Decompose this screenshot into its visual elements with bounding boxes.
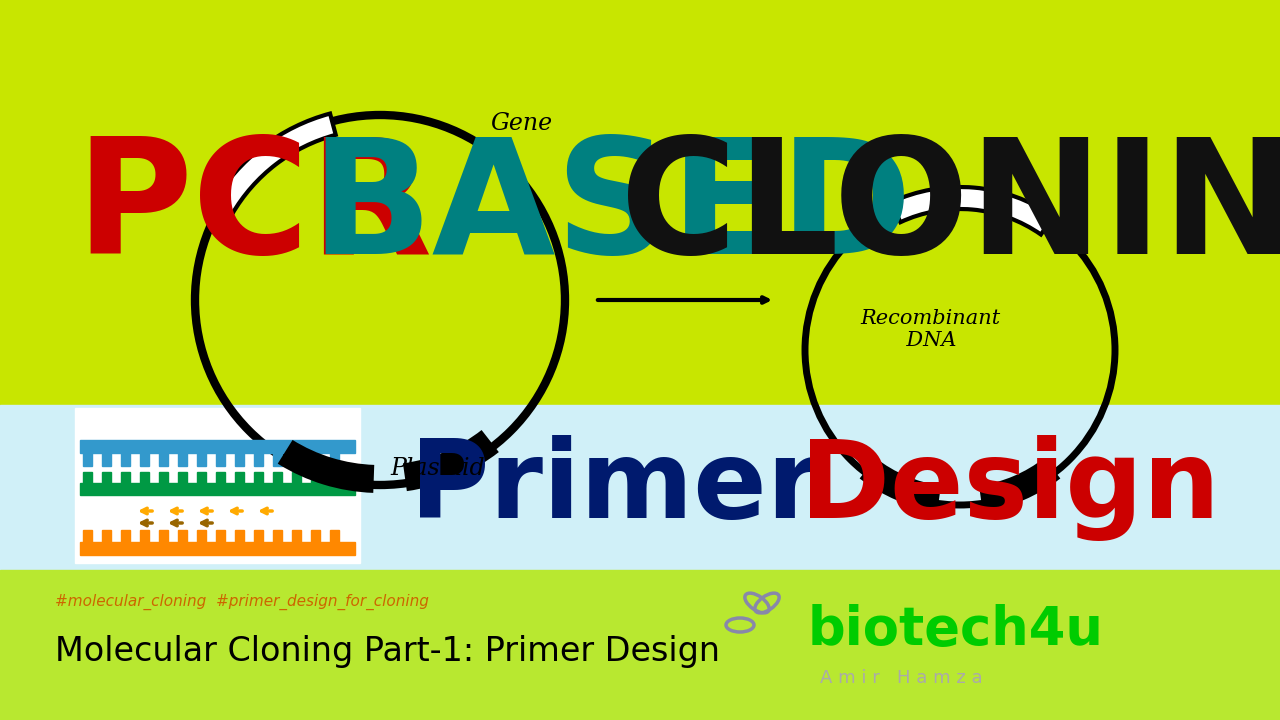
Wedge shape — [278, 440, 374, 493]
Wedge shape — [860, 458, 941, 511]
Bar — [311, 453, 320, 466]
Bar — [197, 530, 206, 542]
Bar — [178, 453, 187, 466]
Bar — [0, 405, 1280, 570]
Bar — [330, 530, 339, 542]
Bar — [292, 472, 301, 483]
Bar — [83, 453, 92, 466]
Text: CLONING: CLONING — [620, 132, 1280, 287]
Bar — [273, 530, 282, 542]
Bar — [273, 472, 282, 483]
Text: PCR: PCR — [76, 132, 433, 287]
Bar — [311, 530, 320, 542]
Bar — [216, 453, 225, 466]
Bar — [122, 472, 131, 483]
Wedge shape — [403, 430, 499, 491]
Bar — [79, 440, 355, 453]
Bar — [159, 530, 168, 542]
Bar — [102, 453, 111, 466]
Bar — [140, 453, 148, 466]
Text: Molecular Cloning Part-1: Primer Design: Molecular Cloning Part-1: Primer Design — [55, 636, 719, 668]
Bar — [330, 472, 339, 483]
Bar — [159, 472, 168, 483]
Bar — [0, 570, 1280, 720]
Bar — [311, 472, 320, 483]
Bar — [236, 472, 244, 483]
Bar — [292, 453, 301, 466]
Bar — [83, 530, 92, 542]
Text: Gene: Gene — [490, 112, 552, 135]
Wedge shape — [212, 114, 335, 215]
Bar — [76, 408, 360, 563]
Bar — [197, 453, 206, 466]
Bar — [140, 530, 148, 542]
Bar — [140, 472, 148, 483]
Bar — [292, 530, 301, 542]
Bar — [159, 453, 168, 466]
Bar — [83, 472, 92, 483]
Bar — [216, 530, 225, 542]
Bar — [178, 472, 187, 483]
Bar — [273, 453, 282, 466]
Bar — [0, 0, 1280, 510]
Text: Recombinant
       DNA: Recombinant DNA — [860, 310, 1000, 351]
Text: Design: Design — [800, 435, 1220, 541]
Bar — [102, 530, 111, 542]
Text: BASED: BASED — [310, 132, 913, 287]
Text: A m i r   H a m z a: A m i r H a m z a — [820, 669, 983, 687]
Bar — [122, 530, 131, 542]
Bar — [253, 472, 262, 483]
Bar — [79, 483, 355, 495]
Text: biotech4u: biotech4u — [808, 604, 1103, 656]
Wedge shape — [891, 187, 1053, 235]
Text: Plasmid: Plasmid — [390, 457, 485, 480]
Bar — [330, 453, 339, 466]
Bar — [253, 453, 262, 466]
Bar — [102, 472, 111, 483]
Text: #molecular_cloning  #primer_design_for_cloning: #molecular_cloning #primer_design_for_cl… — [55, 594, 429, 610]
Bar — [197, 472, 206, 483]
Text: Primer: Primer — [410, 435, 820, 541]
Bar — [178, 530, 187, 542]
Bar — [236, 453, 244, 466]
Bar — [253, 530, 262, 542]
Bar — [122, 453, 131, 466]
Wedge shape — [979, 458, 1060, 511]
Bar — [216, 472, 225, 483]
Bar — [79, 542, 355, 555]
Bar — [236, 530, 244, 542]
